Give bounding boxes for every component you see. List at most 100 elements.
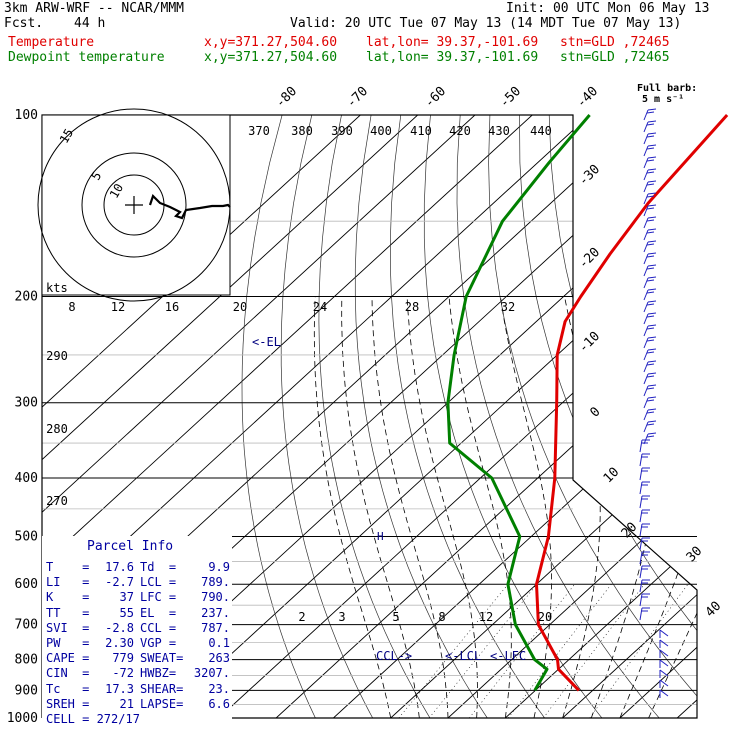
speed-label: 24 bbox=[313, 300, 327, 314]
isotherm-line bbox=[735, 115, 740, 718]
isotherm-line bbox=[447, 115, 697, 718]
isotherm-line bbox=[504, 115, 697, 718]
pressure-label: 100 bbox=[15, 108, 38, 123]
parcel-param-value: 17.6 bbox=[105, 560, 134, 574]
wind-barb bbox=[639, 551, 650, 565]
wind-barb bbox=[643, 204, 657, 217]
parcel-param-label: SREH = bbox=[46, 696, 90, 711]
parcel-param-label: K = bbox=[46, 590, 90, 605]
parcel-marker: H bbox=[377, 530, 384, 543]
wind-barb bbox=[643, 312, 657, 325]
wind-barb bbox=[639, 537, 650, 551]
isotherm-label: 0 bbox=[587, 404, 603, 420]
wind-barb bbox=[639, 579, 650, 593]
hodograph-ring bbox=[37, 108, 231, 302]
wind-barb bbox=[643, 216, 657, 229]
parcel-param-label: SWEAT= bbox=[140, 651, 184, 666]
wind-barb bbox=[643, 336, 657, 349]
parcel-param-value: 787. bbox=[201, 620, 230, 635]
wind-barb bbox=[639, 565, 650, 579]
theta-label: 420 bbox=[449, 124, 471, 138]
wind-barb bbox=[643, 180, 657, 193]
dry-adiabat bbox=[390, 115, 545, 718]
speed-label: 20 bbox=[233, 300, 247, 314]
hodograph-ring bbox=[81, 152, 187, 258]
speed-label: 28 bbox=[405, 300, 419, 314]
wind-barb bbox=[659, 689, 669, 698]
full-barb-label: Full barb: bbox=[637, 83, 698, 94]
wind-barb bbox=[659, 659, 669, 668]
theta-label: 430 bbox=[488, 124, 510, 138]
dewpoint-trace bbox=[446, 114, 591, 692]
wind-barb bbox=[659, 669, 669, 678]
moist-adiabat bbox=[562, 296, 601, 718]
wind-barb bbox=[643, 156, 657, 169]
dewpoint-station: stn=GLD ,72465 bbox=[560, 50, 670, 65]
parcel-param-value: 263 bbox=[208, 651, 230, 666]
dewpoint-latlon: lat,lon= 39.37,-101.69 bbox=[366, 50, 539, 65]
mixing-ratio-label: 2 bbox=[298, 610, 305, 624]
wind-barb bbox=[639, 481, 650, 495]
wind-barb bbox=[643, 408, 657, 421]
parcel-param-value: 6.6 bbox=[208, 696, 230, 711]
isotherm-line bbox=[42, 115, 476, 718]
isotherm-line bbox=[218, 115, 697, 718]
model-title: 3km ARW-WRF -- NCAR/MMM bbox=[4, 1, 185, 16]
parcel-param-value: 0.1 bbox=[208, 636, 230, 650]
speed-label: 16 bbox=[165, 300, 179, 314]
theta-label: 270 bbox=[46, 494, 68, 508]
wind-barb bbox=[643, 288, 657, 301]
parcel-param-label: LFC = bbox=[140, 590, 177, 605]
parcel-param-value: 17.3 bbox=[105, 681, 134, 696]
hodograph-ring-label: 10 bbox=[107, 181, 126, 201]
isotherm-label: -40 bbox=[574, 84, 601, 111]
wind-barb bbox=[643, 192, 657, 205]
parcel-param-label: TT = bbox=[46, 605, 90, 620]
theta-label: 390 bbox=[331, 124, 353, 138]
parcel-param-value: 237. bbox=[201, 605, 230, 620]
speed-label: 32 bbox=[501, 300, 515, 314]
parcel-param-value: -2.7 bbox=[105, 575, 134, 590]
wind-barb bbox=[639, 607, 650, 621]
full-barb-unit: 5 m s⁻¹ bbox=[642, 94, 685, 105]
parcel-param-label: LCL = bbox=[140, 575, 177, 590]
theta-label: 400 bbox=[370, 124, 392, 138]
parcel-param-value: -72 bbox=[112, 666, 134, 681]
wind-barb bbox=[643, 252, 657, 265]
wind-barb bbox=[643, 132, 657, 145]
lcl-marker: <-LCL bbox=[445, 649, 481, 663]
wind-barb bbox=[639, 495, 650, 509]
dry-adiabat bbox=[578, 115, 697, 718]
forecast-value: 44 h bbox=[74, 16, 106, 31]
parcel-param-value: 2.30 bbox=[105, 636, 134, 650]
dry-adiabat bbox=[667, 115, 697, 718]
parcel-param-label: T = bbox=[46, 560, 90, 574]
wind-barb bbox=[643, 384, 657, 397]
parcel-param-value: 37 bbox=[119, 590, 134, 605]
isotherm-line bbox=[676, 115, 697, 718]
isotherm-label: -80 bbox=[273, 84, 300, 111]
pressure-label: 500 bbox=[15, 529, 38, 544]
theta-label: 290 bbox=[46, 349, 68, 363]
parcel-param-value: -2.8 bbox=[105, 620, 134, 635]
wind-barb bbox=[659, 649, 669, 658]
mixing-ratio-line bbox=[589, 584, 689, 718]
dry-adiabat bbox=[727, 115, 740, 718]
isotherm-label: -70 bbox=[344, 84, 371, 111]
ccl-marker: CCL-> bbox=[376, 649, 412, 663]
mixing-ratio-label: 8 bbox=[438, 610, 445, 624]
dry-adiabat bbox=[698, 115, 740, 718]
lfc-marker: <-LFC bbox=[490, 649, 526, 663]
dry-adiabat bbox=[423, 115, 603, 718]
hodograph-trace bbox=[148, 193, 231, 220]
isotherm-label: 10 bbox=[601, 465, 623, 487]
wind-barb bbox=[643, 432, 657, 445]
mixing-ratio-line bbox=[543, 584, 645, 718]
wind-barb bbox=[643, 276, 657, 289]
theta-label: 440 bbox=[530, 124, 552, 138]
parcel-param-value: 789. bbox=[201, 575, 230, 590]
moist-adiabat bbox=[590, 296, 661, 718]
temperature-latlon: lat,lon= 39.37,-101.69 bbox=[366, 35, 539, 50]
isotherm-line bbox=[275, 115, 697, 718]
